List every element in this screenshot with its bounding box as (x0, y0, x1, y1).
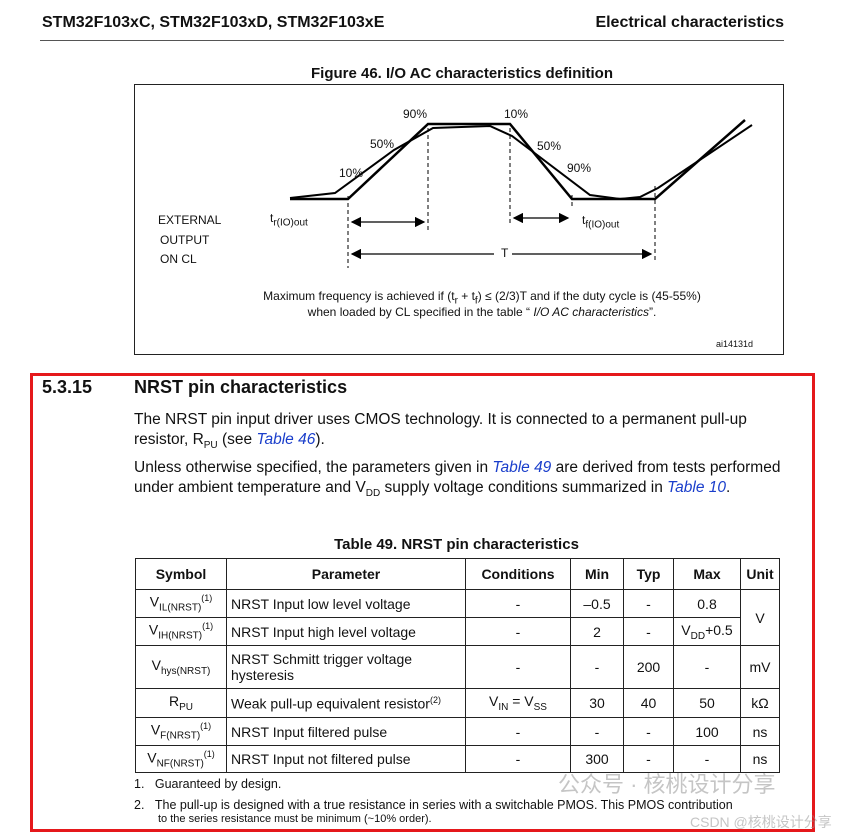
col-symbol: Symbol (135, 558, 227, 590)
table-cell: 100 (673, 717, 741, 746)
col-max: Max (673, 558, 741, 590)
footnote-2-cont: to the series resistance must be minimum… (158, 813, 432, 825)
table-cell: 2 (570, 617, 624, 646)
table-cell: 50 (673, 688, 741, 718)
table-row: Vhys(NRST) NRST Schmitt trigger voltage … (135, 645, 780, 689)
label-external: EXTERNAL (158, 213, 222, 227)
table-cell: NRST Input not filtered pulse (226, 745, 466, 773)
table-row: VF(NRST)(1) NRST Input filtered pulse - - -… (135, 717, 780, 746)
waveform-diagram (289, 119, 753, 268)
label-50-fall: 50% (537, 139, 562, 153)
figure-box (134, 84, 784, 355)
table-cell: - (465, 617, 571, 646)
doc-header-left: STM32F103xC, STM32F103xD, STM32F103xE (42, 14, 385, 31)
table-cell: - (570, 717, 624, 746)
table-cell: 30 (570, 688, 624, 718)
table-cell: VIN = VSS (465, 688, 571, 718)
table-title: Table 49. NRST pin characteristics (334, 536, 579, 553)
table-cell: V (740, 589, 780, 646)
figure-title: Figure 46. I/O AC characteristics defini… (310, 65, 614, 82)
link-table-10[interactable]: Table 10 (667, 478, 727, 496)
table-cell: - (465, 645, 571, 689)
table-cell: ns (740, 745, 780, 773)
table-cell: mV (740, 645, 780, 689)
paragraph-2: Unless otherwise specified, the paramete… (134, 459, 781, 499)
table-cell: - (623, 617, 674, 646)
table-cell: VIH(NRST)(1) (135, 617, 227, 646)
table-cell: - (465, 745, 571, 773)
watermark-line-1: 公众号 · 核桃设计分享 (558, 772, 776, 797)
link-table-46[interactable]: Table 46 (256, 430, 316, 448)
section-number: 5.3.15 (42, 377, 93, 397)
col-unit: Unit (740, 558, 780, 590)
col-parameter: Parameter (226, 558, 466, 590)
table-cell: NRST Schmitt trigger voltage hysteresis (226, 645, 466, 689)
table-cell: - (673, 645, 741, 689)
table-cell: kΩ (740, 688, 780, 718)
label-period: T (499, 246, 511, 260)
table-cell: 0.8 (673, 589, 741, 618)
label-10-fall: 10% (504, 107, 529, 121)
table-cell: - (673, 745, 741, 773)
footnote-2: 2. The pull-up is designed with a true r… (134, 798, 733, 812)
table-row: VNF(NRST)(1) NRST Input not filtered pul… (135, 745, 780, 773)
label-tf: tf(IO)out (582, 213, 620, 231)
table-cell: 200 (623, 645, 674, 689)
label-50-rise: 50% (370, 137, 395, 151)
doc-header-right: Electrical characteristics (595, 14, 784, 31)
col-min: Min (570, 558, 624, 590)
figure-note-2: when loaded by CL specified in the table… (307, 305, 657, 319)
table-cell: 40 (623, 688, 674, 718)
table-cell: - (570, 645, 624, 689)
paragraph-1: The NRST pin input driver uses CMOS tech… (134, 411, 747, 451)
table-cell: - (623, 589, 674, 618)
link-table-49[interactable]: Table 49 (492, 459, 552, 476)
label-90-rise: 90% (403, 107, 428, 121)
table-cell: VF(NRST)(1) (135, 717, 227, 746)
table-row: RPU Weak pull-up equivalent resistor(2) … (135, 688, 780, 718)
label-10-rise: 10% (339, 166, 364, 180)
col-conditions: Conditions (465, 558, 571, 590)
table-cell: NRST Input filtered pulse (226, 717, 466, 746)
table-cell: - (465, 589, 571, 618)
table-cell: - (623, 745, 674, 773)
header-rule (40, 40, 784, 41)
table-cell: NRST Input low level voltage (226, 589, 466, 618)
label-90-fall: 90% (567, 161, 592, 175)
table-cell: - (623, 717, 674, 746)
dashed-markers (347, 128, 656, 268)
table-cell: VNF(NRST)(1) (135, 745, 227, 773)
table-cell: ns (740, 717, 780, 746)
table-cell: VIL(NRST)(1) (135, 589, 227, 618)
table-header-row: Symbol Parameter Conditions Min Typ Max … (135, 558, 780, 590)
table-cell: RPU (135, 688, 227, 718)
table-row: VIL(NRST)(1) NRST Input low level voltag… (135, 589, 780, 646)
table-cell: Weak pull-up equivalent resistor(2) (226, 688, 466, 718)
figure-note-1: Maximum frequency is achieved if (tr + t… (263, 289, 701, 307)
table-cell: Vhys(NRST) (135, 645, 227, 689)
nrst-table: Symbol Parameter Conditions Min Typ Max … (135, 558, 780, 773)
label-output: OUTPUT (160, 233, 210, 247)
label-tr: tr(IO)out (270, 211, 308, 229)
watermark-line-2: CSDN @核桃设计分享 (690, 814, 832, 830)
table-cell: VDD+0.5 (673, 617, 741, 646)
ideal-waveform (290, 119, 746, 201)
highlight-box (30, 373, 815, 832)
table-cell: - (465, 717, 571, 746)
table-cell: 300 (570, 745, 624, 773)
col-typ: Typ (623, 558, 674, 590)
real-waveform (289, 124, 753, 201)
table-cell: –0.5 (570, 589, 624, 618)
table-row: VIH(NRST)(1) NRST Input high level volta… (135, 617, 780, 646)
table-cell: NRST Input high level voltage (226, 617, 466, 646)
figure-id: ai14131d (716, 339, 754, 349)
footnote-1: 1. Guaranteed by design. (134, 777, 282, 791)
label-on-cl: ON CL (160, 252, 197, 266)
section-title: NRST pin characteristics (134, 377, 348, 397)
